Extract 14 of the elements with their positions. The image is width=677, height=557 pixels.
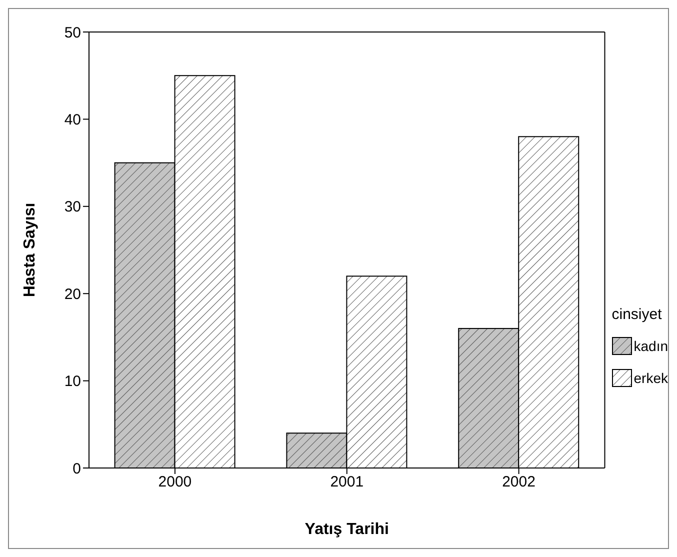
legend-label: kadın xyxy=(634,338,668,354)
y-tick-label: 20 xyxy=(64,286,81,303)
y-axis-title: Hasta Sayısı xyxy=(22,202,39,298)
y-tick-label: 0 xyxy=(72,460,81,478)
legend-label: erkek xyxy=(634,370,668,386)
y-tick-label: 40 xyxy=(64,112,81,129)
x-tick-label: 2001 xyxy=(330,474,364,491)
y-tick-label: 30 xyxy=(64,198,81,216)
x-tick-label: 2000 xyxy=(158,474,192,491)
x-axis-title: Yatış Tarihi xyxy=(304,521,389,538)
y-tick-label: 50 xyxy=(64,24,81,42)
y-tick-label: 10 xyxy=(64,373,81,390)
x-tick-label: 2002 xyxy=(502,474,536,491)
legend-title: cinsiyet xyxy=(612,306,663,323)
